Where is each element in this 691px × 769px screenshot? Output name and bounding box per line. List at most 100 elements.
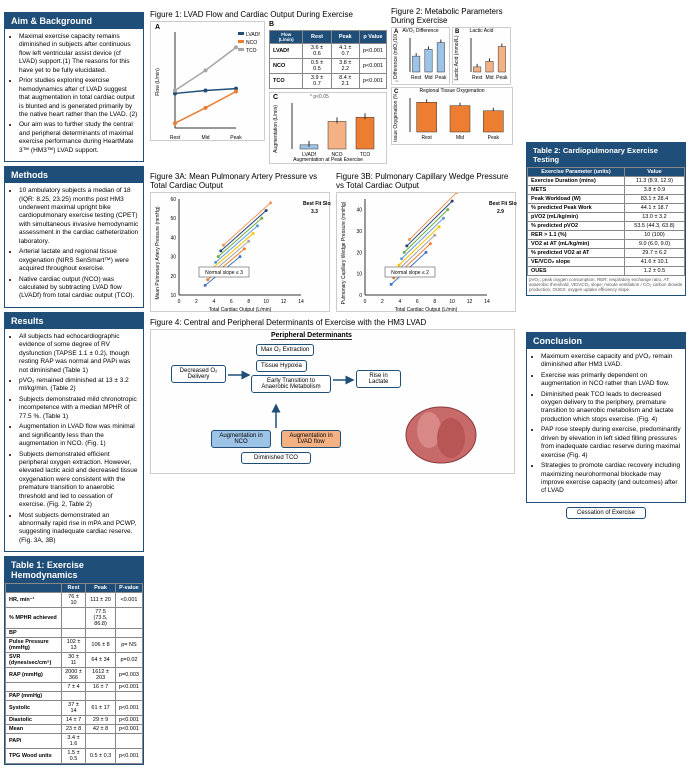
svg-text:50: 50: [170, 216, 176, 222]
svg-text:60: 60: [170, 197, 176, 203]
fig1c-xtitle: Augmentation at Peak Exercise: [270, 157, 386, 163]
svg-text:AVO₂ Difference (mlO₂/100mL): AVO₂ Difference (mlO₂/100mL): [393, 34, 399, 82]
svg-text:Rest: Rest: [170, 135, 181, 141]
table2-header: Table 2: Cardiopulmonary Exercise Testin…: [527, 143, 685, 167]
fig1b-label: B: [269, 21, 274, 28]
svg-text:Mid: Mid: [456, 135, 464, 141]
svg-text:6: 6: [230, 299, 233, 305]
svg-text:Rest: Rest: [422, 135, 433, 141]
mid-column: Figure 1: LVAD Flow and Cardiac Output D…: [150, 8, 520, 474]
table1: RestPeakP-valueHR, min⁻¹76 ± 10111 ± 20<…: [5, 583, 143, 764]
fig4-title: Figure 4: Central and Peripheral Determi…: [150, 318, 520, 327]
svg-text:0: 0: [364, 299, 367, 305]
results-header: Results: [5, 313, 143, 329]
svg-text:Peak: Peak: [230, 135, 242, 141]
bullet: Exercise was primarily dependent on augm…: [541, 372, 681, 389]
svg-text:Tissue Oxygenation (%): Tissue Oxygenation (%): [393, 94, 399, 142]
svg-text:Mid: Mid: [201, 135, 209, 141]
svg-text:30: 30: [170, 255, 176, 261]
bullet: Maximum exercise capacity and pVO₂ remai…: [541, 353, 681, 370]
svg-text:Mean Pulmonary Artery Pressure: Mean Pulmonary Artery Pressure (mmHg): [155, 206, 161, 299]
right-column: Table 2: Cardiopulmonary Exercise Testin…: [526, 8, 686, 519]
svg-text:Flow (L/min): Flow (L/min): [155, 68, 161, 96]
aim-header: Aim & Background: [5, 13, 143, 29]
bullet: Arterial lactate and regional tissue oxy…: [19, 248, 139, 273]
svg-text:10: 10: [449, 299, 455, 305]
svg-text:2.9: 2.9: [497, 209, 504, 215]
svg-text:12: 12: [281, 299, 287, 305]
bullet: PAP rose steeply during exercise, predom…: [541, 426, 681, 460]
svg-text:0: 0: [359, 293, 362, 299]
svg-text:LVADf: LVADf: [246, 32, 260, 38]
fig2a: A AVO₂ Difference RestMidPeakAVO₂ Differ…: [391, 27, 450, 85]
svg-text:20: 20: [356, 250, 362, 256]
fig3b-svg: 02468101214010203040Normal slope ≤ 2Best…: [337, 193, 517, 313]
svg-text:Peak: Peak: [488, 135, 500, 141]
fig4-diagram: Peripheral Determinants Max O₂ Extractio…: [150, 329, 515, 474]
svg-text:10: 10: [170, 293, 176, 299]
box-aug-nco: Augmentation in NCO: [211, 430, 271, 448]
svg-text:6: 6: [416, 299, 419, 305]
svg-text:Pulmonary Capillary Wedge Pres: Pulmonary Capillary Wedge Pressure (mmHg…: [341, 201, 347, 304]
fig1c-svg: LVADfNCOTCOAugmentation (L/min): [270, 93, 388, 165]
svg-text:Mid: Mid: [485, 75, 493, 81]
svg-text:4: 4: [398, 299, 401, 305]
svg-text:40: 40: [170, 235, 176, 241]
bullet: Diminished peak TCO leads to decreased o…: [541, 391, 681, 425]
fig2b: B Lactic Acid RestMidPeakLactic Acid (mm…: [452, 27, 511, 85]
aim-box: Aim & Background Maximal exercise capaci…: [4, 12, 144, 162]
svg-text:Rest: Rest: [472, 75, 483, 81]
svg-text:Peak: Peak: [496, 75, 508, 81]
svg-text:Normal slope ≤ 2: Normal slope ≤ 2: [391, 270, 429, 276]
bullet: All subjects had echocardiographic evide…: [19, 333, 139, 375]
svg-text:Rest: Rest: [411, 75, 422, 81]
fig3b-chart: 02468101214010203040Normal slope ≤ 2Best…: [336, 192, 516, 312]
fig2c: C Regional Tissue Oxygenation RestMidPea…: [391, 87, 513, 145]
box-dec-o2: Decreased O₂ Delivery: [171, 365, 226, 383]
fig1b-table: Flow (L/min)RestPeakp ValueLVADf3.6 ± 0.…: [269, 30, 387, 89]
conclusion-list: Maximum exercise capacity and pVO₂ remai…: [531, 353, 681, 496]
box-cessation: Cessation of Exercise: [566, 507, 646, 519]
svg-text:Lactic Acid (mmol/L): Lactic Acid (mmol/L): [454, 35, 460, 80]
fig1c-chart: C * p<0.05 LVADfNCOTCOAugmentation (L/mi…: [269, 92, 387, 164]
fig2b-svg: RestMidPeak Lactic Acid (mmol/L): [453, 34, 512, 82]
svg-text:0: 0: [178, 299, 181, 305]
box-tco: Diminished TCO: [241, 452, 311, 464]
bullet: Subjects demonstrated mild chronotropic …: [19, 396, 139, 421]
svg-text:Normal slope ≤ 3: Normal slope ≤ 3: [205, 270, 243, 276]
box-aug-lvad: Augmentation in LVAD flow: [281, 430, 341, 448]
svg-text:NCO: NCO: [246, 40, 257, 46]
fig3a-title: Figure 3A: Mean Pulmonary Artery Pressur…: [150, 172, 330, 190]
results-list: All subjects had echocardiographic evide…: [9, 333, 139, 546]
methods-header: Methods: [5, 167, 143, 183]
svg-text:Total Cardiac Output (L/min): Total Cardiac Output (L/min): [395, 307, 458, 313]
box-hypoxia: Tissue Hypoxia: [256, 360, 307, 372]
fig3a-chart: 02468101214102030405060Normal slope ≤ 3B…: [150, 192, 330, 312]
fig1b-wrap: B Flow (L/min)RestPeakp ValueLVADf3.6 ± …: [269, 21, 387, 164]
fig2c-svg: Rest Mid Peak Tissue Oxygenation (%): [392, 94, 514, 142]
svg-text:12: 12: [467, 299, 473, 305]
bullet: Our aim was to further study the central…: [19, 121, 139, 155]
svg-text:40: 40: [356, 208, 362, 214]
bullet: Subjects demonstrated efficient peripher…: [19, 451, 139, 510]
bullet: Native cardiac output (NCO) was calculat…: [19, 276, 139, 301]
fig3a-svg: 02468101214102030405060Normal slope ≤ 3B…: [151, 193, 331, 313]
svg-text:14: 14: [484, 299, 490, 305]
conclusion-box: Conclusion Maximum exercise capacity and…: [526, 332, 686, 503]
fig1a-label: A: [155, 24, 160, 31]
bullet: Prior studies exploring exercise hemodyn…: [19, 77, 139, 119]
results-box: Results All subjects had echocardiograph…: [4, 312, 144, 553]
svg-text:8: 8: [433, 299, 436, 305]
svg-text:10: 10: [263, 299, 269, 305]
box-lactate: Rise in Lactate: [356, 370, 401, 388]
fig1c-label: C: [273, 94, 278, 101]
fig2-title: Figure 2: Metabolic Parameters During Ex…: [391, 7, 513, 25]
svg-text:Total Cardiac Output (L/min): Total Cardiac Output (L/min): [209, 307, 272, 313]
table1-header: Table 1: Exercise Hemodynamics: [5, 557, 143, 583]
fig2-wrap: Figure 2: Metabolic Parameters During Ex…: [391, 21, 513, 164]
bullet: pVO₂ remained diminished at 13 ± 3.2 ml/…: [19, 377, 139, 394]
fig3b-title: Figure 3B: Pulmonary Capillary Wedge Pre…: [336, 172, 516, 190]
svg-text:2: 2: [381, 299, 384, 305]
fig1a-chart: A RestMidPeakLVADfNCOTCOFlow (L/min): [150, 21, 265, 141]
left-column: Aim & Background Maximal exercise capaci…: [4, 12, 144, 769]
